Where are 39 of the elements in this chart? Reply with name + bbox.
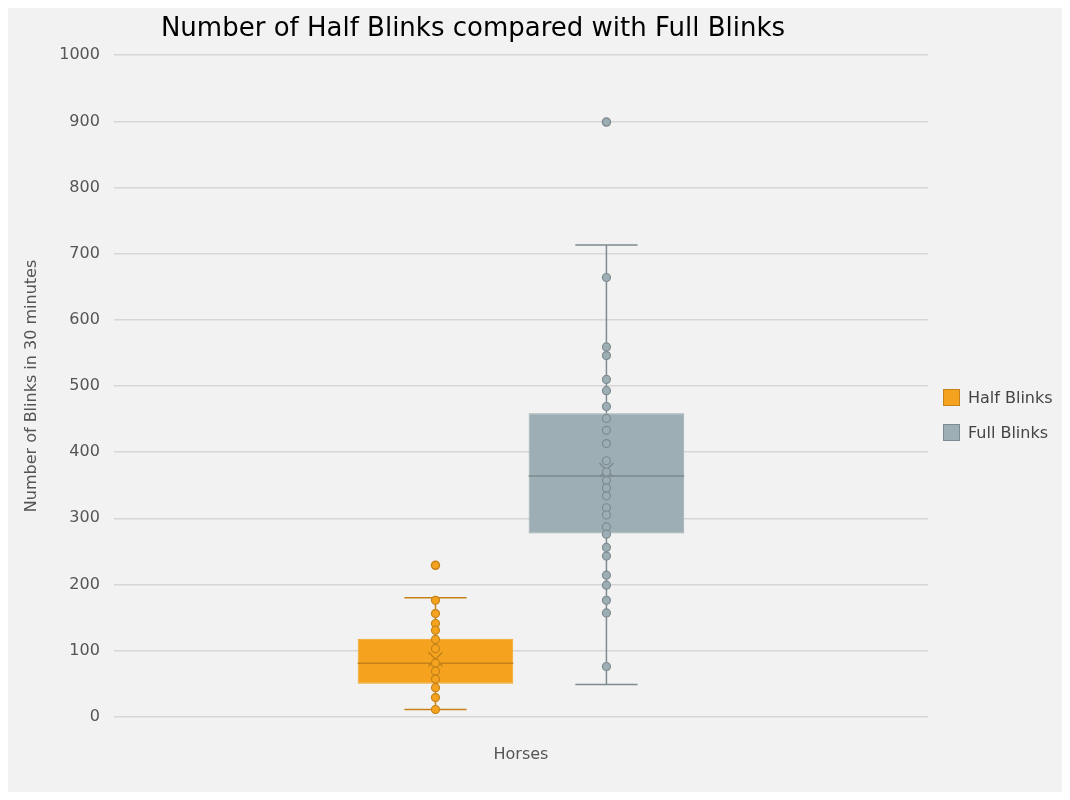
y-tick-label: 800 — [69, 176, 100, 196]
point — [601, 542, 612, 553]
chart-title: Number of Half Blinks compared with Full Blinks — [160, 12, 786, 43]
point — [601, 510, 612, 520]
point — [601, 342, 612, 352]
y-tick-label: 200 — [69, 573, 100, 593]
y-tick-label: 300 — [69, 507, 100, 527]
point — [601, 529, 612, 539]
y-tick-label: 0 — [89, 705, 100, 725]
point — [601, 438, 612, 449]
point — [601, 401, 612, 412]
point — [601, 467, 612, 477]
y-tick-label: 900 — [69, 110, 100, 130]
y-tick-label: 100 — [69, 639, 100, 659]
point — [601, 661, 612, 672]
point — [601, 595, 612, 605]
point — [601, 350, 612, 361]
point — [601, 483, 612, 493]
point — [601, 456, 612, 466]
point — [601, 580, 612, 590]
point — [601, 374, 612, 384]
point — [601, 272, 612, 283]
legend-label: Full Blinks — [968, 423, 1049, 442]
point — [601, 413, 612, 424]
x-tick-label: Horses — [493, 743, 549, 763]
legend-label: Half Blinks — [968, 388, 1053, 407]
y-tick-label: 1000 — [59, 44, 100, 64]
point — [601, 570, 612, 580]
point — [601, 522, 612, 532]
point — [601, 491, 612, 501]
y-tick-label: 600 — [69, 309, 100, 328]
point — [601, 551, 612, 561]
y-tick-label: 700 — [69, 242, 100, 262]
y-tick-label: 500 — [69, 375, 100, 395]
y-axis-title: Number of Blinks in 30 minutes — [20, 259, 40, 513]
point — [601, 608, 612, 618]
y-tick-label: 400 — [69, 441, 100, 461]
point — [601, 386, 612, 396]
point — [601, 425, 612, 435]
